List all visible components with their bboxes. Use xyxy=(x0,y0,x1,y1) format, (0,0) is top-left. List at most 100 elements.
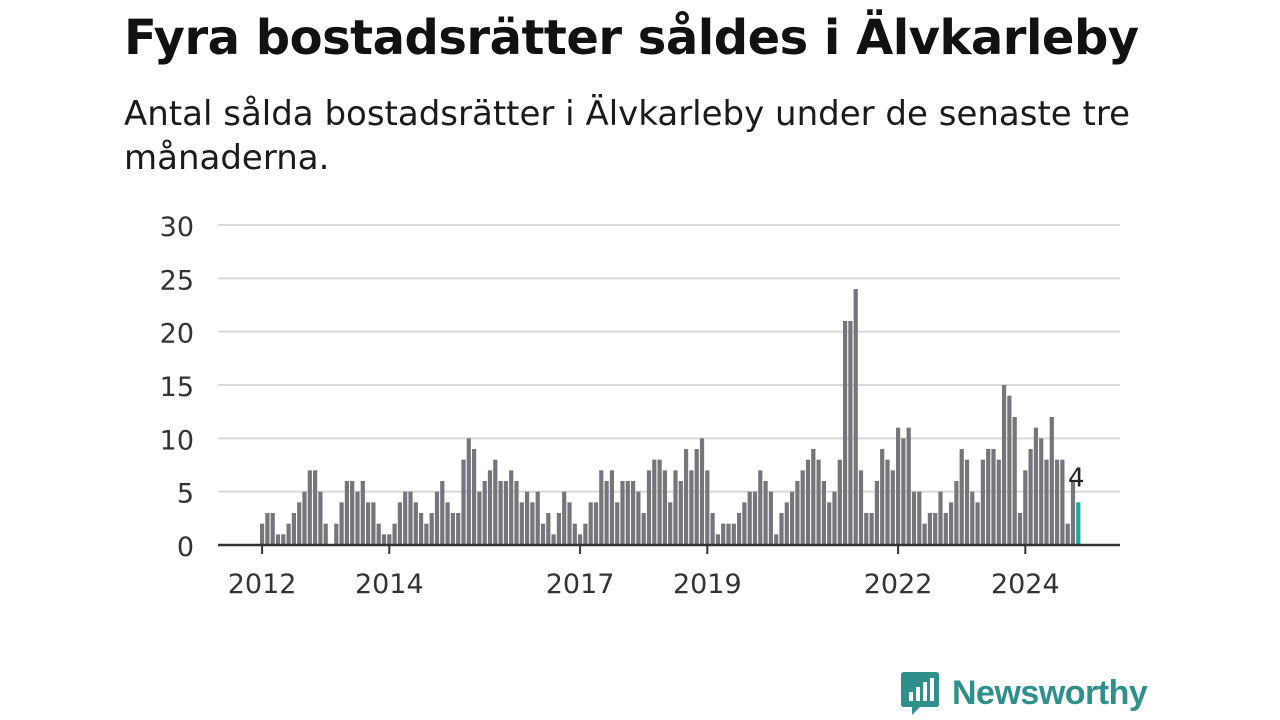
bar-131 xyxy=(954,481,959,545)
y-tick-label: 20 xyxy=(160,319,194,350)
bar-151 xyxy=(1060,459,1065,545)
bar-7 xyxy=(297,502,302,545)
bar-132 xyxy=(959,449,964,545)
bar-88 xyxy=(726,523,731,545)
bar-26 xyxy=(397,502,402,545)
bar-59 xyxy=(572,523,577,545)
bar-112 xyxy=(853,289,858,545)
annotations: 4 xyxy=(1068,463,1085,493)
bar-87 xyxy=(721,523,726,545)
y-axis-labels: 0 5 10 15 20 25 30 xyxy=(160,212,194,563)
y-tick-label: 25 xyxy=(160,265,194,296)
newsworthy-logo[interactable]: Newsworthy xyxy=(900,670,1148,716)
bar-14 xyxy=(334,523,339,545)
bar-135 xyxy=(975,502,980,545)
bar-147 xyxy=(1039,438,1044,545)
bar-45 xyxy=(498,481,503,545)
bar-129 xyxy=(943,513,948,545)
bar-125 xyxy=(922,523,927,545)
bar-77 xyxy=(668,502,673,545)
bar-145 xyxy=(1028,449,1033,545)
y-tick-label: 0 xyxy=(177,532,194,563)
bar-39 xyxy=(466,438,471,545)
bar-65 xyxy=(604,481,609,545)
bar-57 xyxy=(562,491,567,545)
bar-29 xyxy=(413,502,418,545)
bar-118 xyxy=(885,459,890,545)
bar-137 xyxy=(986,449,991,545)
bar-23 xyxy=(381,534,387,545)
bar-42 xyxy=(482,481,487,545)
x-tick-label: 2014 xyxy=(355,569,424,600)
bar-119 xyxy=(890,470,895,545)
bar-38 xyxy=(461,459,466,545)
bar-70 xyxy=(631,481,636,545)
x-tick-label: 2012 xyxy=(228,569,297,600)
bar-96 xyxy=(768,491,773,545)
x-tick-label: 2019 xyxy=(673,569,742,600)
bar-144 xyxy=(1023,470,1028,545)
bar-86 xyxy=(715,534,720,545)
bar-16 xyxy=(344,481,349,545)
bar-141 xyxy=(1007,395,1012,545)
bar-32 xyxy=(429,513,434,545)
bar-154 xyxy=(1076,502,1081,545)
bar-5 xyxy=(286,523,291,545)
bar-149 xyxy=(1049,417,1054,545)
bar-140 xyxy=(1002,385,1007,545)
bar-103 xyxy=(805,459,811,545)
bar-153 xyxy=(1070,481,1076,545)
bar-108 xyxy=(832,491,837,545)
bar-138 xyxy=(991,449,996,545)
bar-73 xyxy=(646,470,652,545)
bar-3 xyxy=(275,534,281,545)
bar-102 xyxy=(800,470,805,545)
bar-93 xyxy=(752,491,758,545)
bar-0 xyxy=(260,523,265,545)
bar-121 xyxy=(901,438,906,545)
bar-91 xyxy=(742,502,747,545)
bar-21 xyxy=(371,502,376,545)
bar-10 xyxy=(313,470,318,545)
bar-40 xyxy=(472,449,477,545)
x-tick-label: 2024 xyxy=(991,569,1060,600)
bar-83 xyxy=(699,438,705,545)
bar-148 xyxy=(1044,459,1049,545)
bar-92 xyxy=(747,491,752,545)
bar-152 xyxy=(1065,523,1070,545)
bar-8 xyxy=(302,491,307,545)
bar-76 xyxy=(662,470,667,545)
bar-34 xyxy=(440,481,445,545)
bar-106 xyxy=(821,481,826,545)
bar-4 xyxy=(281,534,286,545)
bar-134 xyxy=(970,491,975,545)
bar-41 xyxy=(477,491,482,545)
bar-124 xyxy=(917,491,922,545)
bar-130 xyxy=(949,502,954,545)
bar-68 xyxy=(620,481,625,545)
bar-63 xyxy=(593,502,599,545)
y-tick-label: 5 xyxy=(177,479,194,510)
y-tick-label: 10 xyxy=(160,425,194,456)
bar-71 xyxy=(636,491,641,545)
bar-139 xyxy=(996,459,1001,545)
bar-69 xyxy=(625,481,630,545)
bar-113 xyxy=(858,470,864,545)
bar-35 xyxy=(445,502,450,545)
bar-28 xyxy=(408,491,413,545)
bar-30 xyxy=(419,513,424,545)
bar-150 xyxy=(1055,459,1060,545)
bar-2 xyxy=(270,513,275,545)
bar-60 xyxy=(578,534,583,545)
bar-105 xyxy=(816,459,821,545)
chart-subtitle: Antal sålda bostadsrätter i Älvkarleby u… xyxy=(124,94,1131,178)
bar-89 xyxy=(731,523,736,545)
bar-24 xyxy=(387,534,392,545)
bar-27 xyxy=(403,491,408,545)
bar-123 xyxy=(911,491,917,545)
bar-107 xyxy=(827,502,832,545)
bar-19 xyxy=(360,481,365,545)
bar-126 xyxy=(927,513,932,545)
bar-33 xyxy=(434,491,440,545)
